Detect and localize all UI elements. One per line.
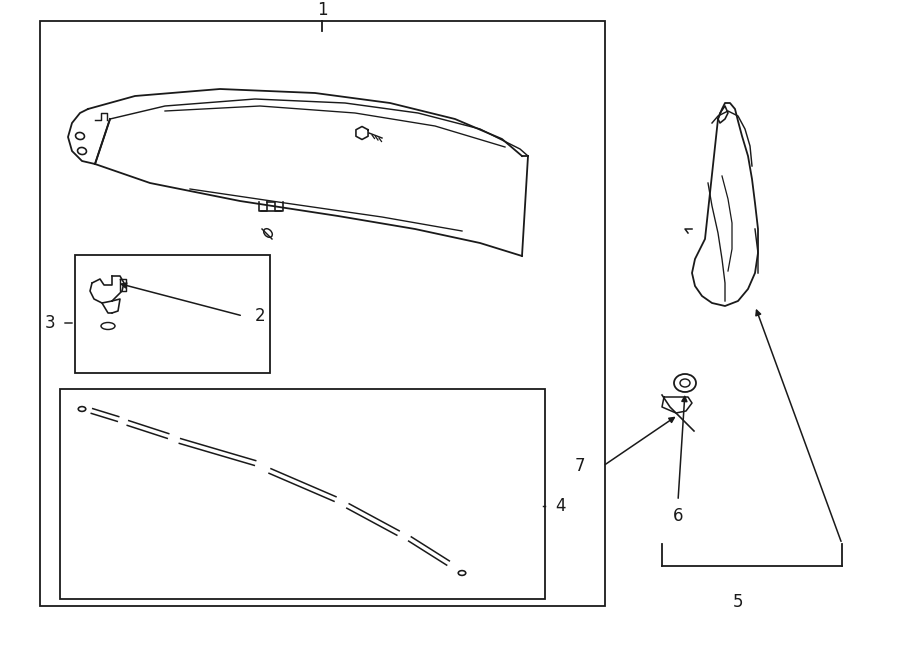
Bar <box>60 389 545 599</box>
Text: 3: 3 <box>44 314 55 332</box>
Text: 7: 7 <box>574 457 585 475</box>
Text: 1: 1 <box>317 1 328 19</box>
Text: 6: 6 <box>673 507 683 525</box>
Text: 4: 4 <box>555 497 565 515</box>
Bar <box>40 21 605 606</box>
Text: 5: 5 <box>733 593 743 611</box>
Text: 2: 2 <box>255 307 266 325</box>
Bar <box>75 255 270 373</box>
